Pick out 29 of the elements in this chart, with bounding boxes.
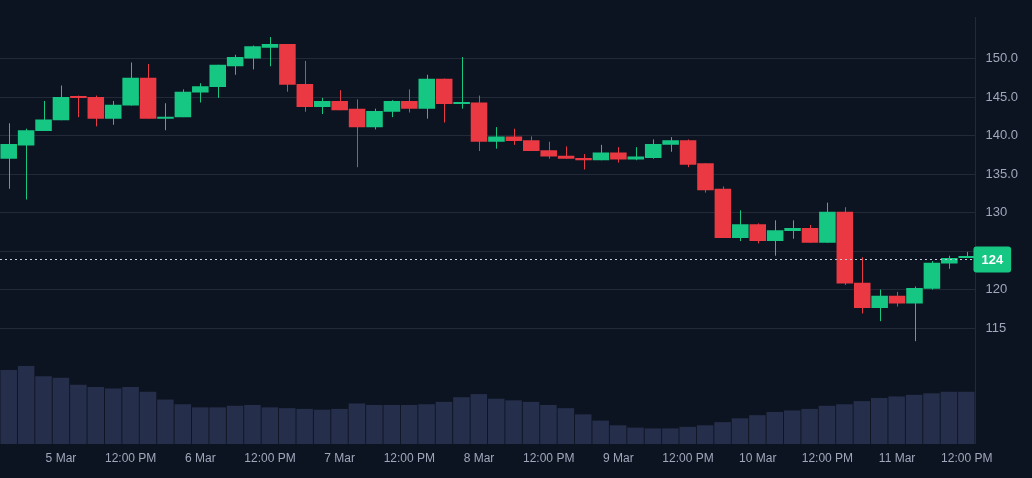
x-tick-label: 12:00 PM: [383, 451, 436, 466]
x-tick-label: 12:00 PM: [941, 451, 993, 466]
candlestick: [871, 289, 888, 322]
candlestick: [157, 102, 174, 131]
candlestick: [401, 88, 418, 114]
x-tick-label: 11 Mar: [878, 451, 916, 466]
x-tick-label: 9 Mar: [603, 451, 634, 466]
candlestick: [488, 126, 505, 150]
candlestick: [453, 56, 470, 110]
candlestick: [732, 209, 749, 242]
y-tick-label: 135.0: [985, 165, 1019, 181]
y-tick-label: 130: [985, 204, 1008, 220]
x-tick-label: 12:00 PM: [523, 451, 575, 466]
x-tick-label: 10 Mar: [739, 451, 777, 466]
x-tick-label: 7 Mar: [324, 451, 356, 466]
candlestick: [749, 222, 766, 244]
x-tick-label: 8 Mar: [463, 451, 495, 466]
y-tick-label: 145.0: [985, 88, 1019, 104]
ref-line-label: 124: [981, 252, 1004, 268]
y-tick-label: 120: [985, 281, 1008, 297]
x-tick-label: 12:00 PM: [244, 451, 296, 466]
x-tick-label: 12:00 PM: [801, 451, 854, 466]
y-tick-label: 150.0: [985, 50, 1019, 66]
y-tick-label: 115: [985, 319, 1007, 335]
x-tick-label: 12:00 PM: [104, 451, 157, 466]
x-tick-label: 5 Mar: [45, 451, 77, 466]
x-tick-label: 6 Mar: [184, 451, 216, 466]
x-tick-label: 12:00 PM: [662, 451, 714, 466]
y-tick-label: 140.0: [985, 127, 1019, 143]
